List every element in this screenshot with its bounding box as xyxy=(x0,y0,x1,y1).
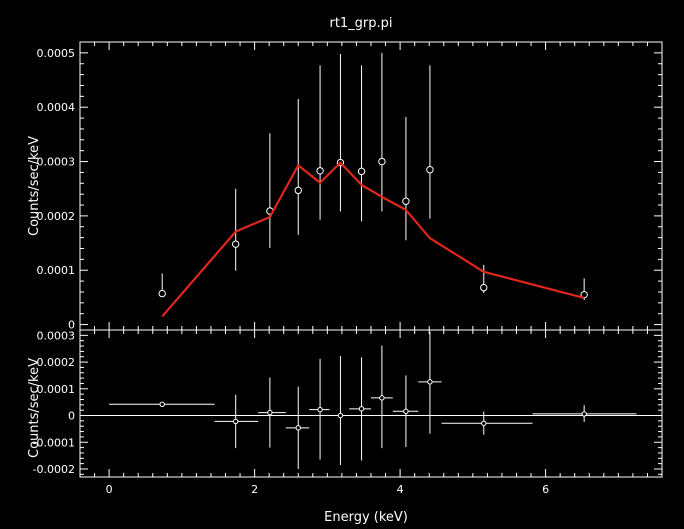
data-point xyxy=(403,408,409,414)
x-tick-label: 2 xyxy=(251,483,258,496)
data-point xyxy=(159,401,165,408)
chart-title: rt1_grp.pi xyxy=(329,16,392,31)
data-point xyxy=(294,186,302,195)
data-point xyxy=(402,197,410,205)
data-point xyxy=(480,283,488,292)
data-point xyxy=(427,379,433,385)
data-point xyxy=(232,418,239,425)
data-point xyxy=(158,289,166,298)
data-point xyxy=(231,240,240,248)
y-tick-label: 0.0005 xyxy=(37,47,76,60)
y-tick-label: 0.0004 xyxy=(37,101,76,114)
y-tick-label: 0.0002 xyxy=(37,356,76,369)
panel-frame xyxy=(79,329,663,478)
data-point xyxy=(481,420,487,426)
y-tick-label: 0.0003 xyxy=(37,156,76,169)
panel-frame xyxy=(79,41,663,331)
data-point xyxy=(267,409,273,416)
y-tick-label: 0 xyxy=(68,319,75,332)
data-point xyxy=(378,157,386,166)
y-tick-label: 0.0001 xyxy=(37,264,76,277)
data-point xyxy=(426,165,434,174)
y-tick-label: 0.0001 xyxy=(37,383,76,396)
x-tick-label: 0 xyxy=(106,483,113,496)
data-point xyxy=(357,167,366,176)
data-point xyxy=(337,412,344,419)
top-ylabel: Counts/sec/keV xyxy=(27,136,42,236)
bottom-ylabel: Counts/sec/keV xyxy=(27,358,42,458)
x-axis-label: Energy (keV) xyxy=(324,510,408,525)
y-tick-label: 0.0003 xyxy=(37,329,76,342)
y-tick-label: 0 xyxy=(68,410,75,423)
spectrum-panel: 0 0.0001 0.0002 0.0003 0.0004 0.0005 xyxy=(37,41,663,332)
data-point xyxy=(295,425,301,431)
residuals-panel: 0 2 4 6 -0.0002 -0.0001 0 0.0001 0.0002 0.0003 xyxy=(33,329,663,496)
y-tick-label: 0.0002 xyxy=(37,210,76,223)
data-point xyxy=(316,167,324,175)
y-tick-label: -0.0002 xyxy=(33,463,75,476)
data-point xyxy=(358,406,365,412)
y-tick-label: -0.0001 xyxy=(33,436,75,449)
data-point xyxy=(317,406,323,413)
x-tick-label: 4 xyxy=(397,483,404,496)
x-tick-label: 6 xyxy=(542,483,549,496)
model-line xyxy=(161,161,585,318)
data-point xyxy=(379,395,385,401)
data-point xyxy=(581,411,587,417)
